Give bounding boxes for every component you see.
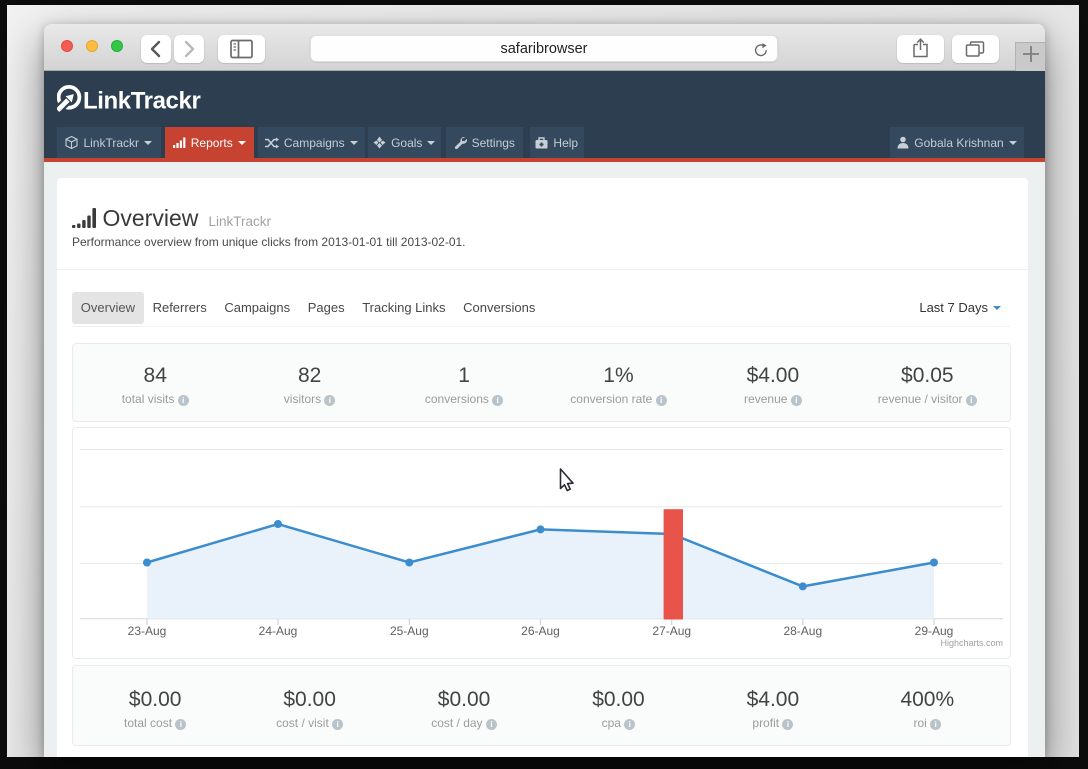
svg-text:Highcharts.com: Highcharts.com — [940, 638, 1003, 648]
svg-text:25-Aug: 25-Aug — [390, 624, 429, 638]
svg-text:27-Aug: 27-Aug — [652, 624, 691, 638]
svg-text:LinkTrackr: LinkTrackr — [83, 88, 200, 115]
svg-text:23-Aug: 23-Aug — [128, 624, 167, 638]
svg-text:29-Aug: 29-Aug — [915, 624, 954, 638]
svg-text:24-Aug: 24-Aug — [259, 624, 298, 638]
svg-text:26-Aug: 26-Aug — [521, 624, 560, 638]
svg-text:28-Aug: 28-Aug — [783, 624, 822, 638]
